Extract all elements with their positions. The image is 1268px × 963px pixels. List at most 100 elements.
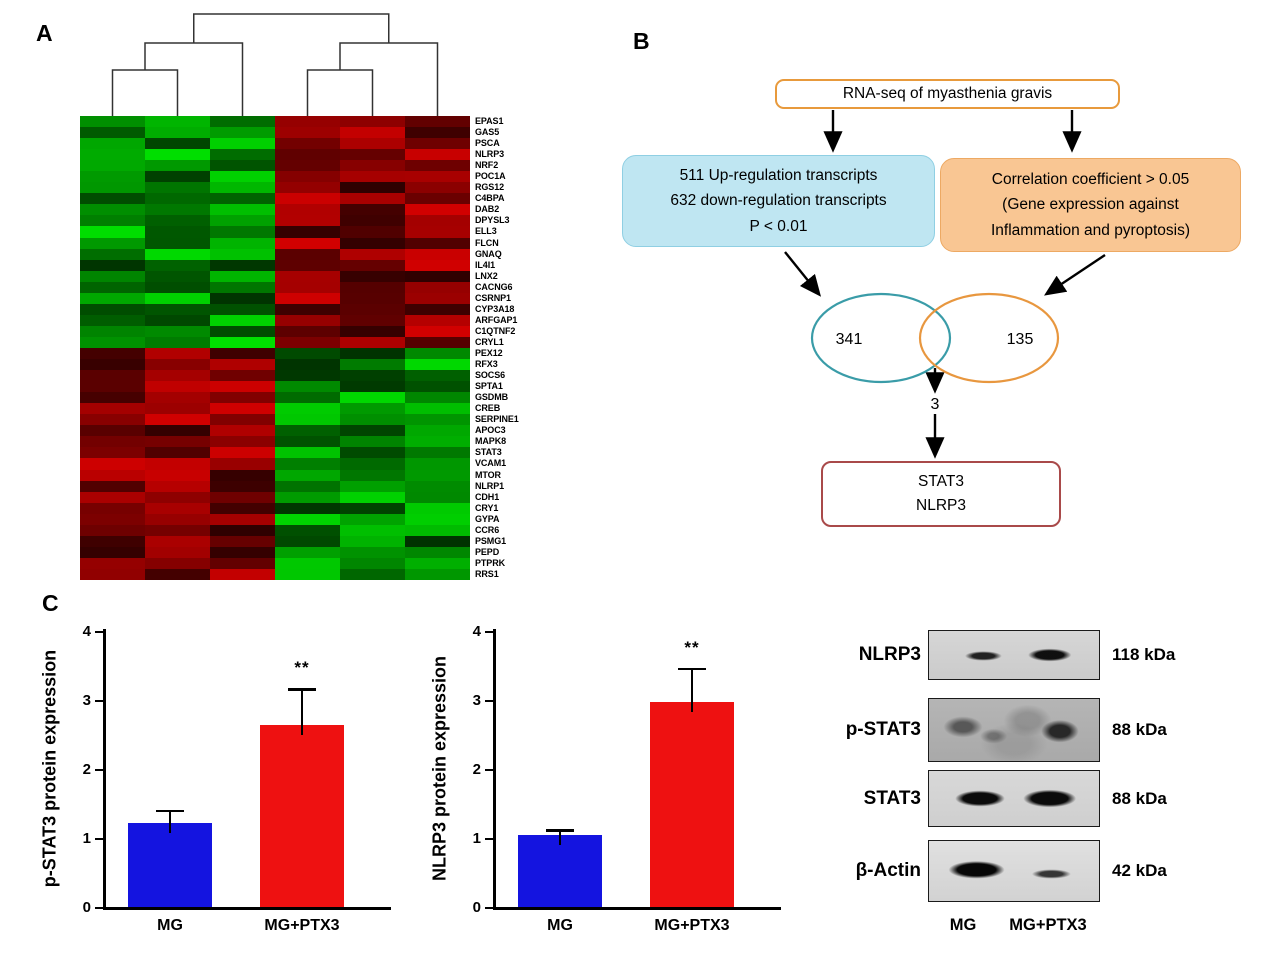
heatmap-cell <box>405 535 470 547</box>
heatmap-cell <box>80 138 145 150</box>
y-tick-mark <box>485 700 493 703</box>
y-axis-title: p-STAT3 protein expression <box>39 649 60 888</box>
heatmap-cell <box>340 325 405 337</box>
heatmap-cell <box>405 303 470 315</box>
x-category-label: MG <box>157 917 183 934</box>
y-tick-label: 2 <box>82 761 91 778</box>
heatmap-cell <box>210 204 275 216</box>
heatmap-cell <box>340 204 405 216</box>
heatmap-cell <box>405 182 470 194</box>
heatmap-cell <box>145 193 210 205</box>
heatmap-cell <box>275 149 340 161</box>
heatmap-cell <box>405 270 470 282</box>
blot-row-pstat3: p-STAT3 88 kDa <box>833 698 1167 762</box>
heatmap-cell <box>145 215 210 227</box>
gene-label: CSRNP1 <box>475 292 511 303</box>
heatmap-cell <box>275 359 340 371</box>
heatmap-cell <box>275 292 340 304</box>
heatmap-cell <box>80 171 145 183</box>
heatmap-cell <box>405 281 470 293</box>
heatmap-cell <box>275 469 340 481</box>
heatmap-cell <box>80 568 145 580</box>
blot-protein-label: β-Actin <box>855 860 921 881</box>
heatmap-cell <box>145 568 210 580</box>
y-tick-mark <box>95 631 103 634</box>
heatmap-cell <box>340 259 405 271</box>
flowchart-correlation-line: (Gene expression against <box>1002 196 1179 214</box>
heatmap-cell <box>340 436 405 448</box>
significance-label: ** <box>684 637 700 657</box>
heatmap-cell <box>405 502 470 514</box>
heatmap-cell <box>80 447 145 459</box>
heatmap-cell <box>80 491 145 503</box>
heatmap-cell <box>340 336 405 348</box>
y-tick-label: 2 <box>472 761 481 778</box>
heatmap-cell <box>145 359 210 371</box>
flowchart-top-box-text: RNA-seq of myasthenia gravis <box>842 85 1053 102</box>
heatmap-cell <box>405 524 470 536</box>
heatmap-cell <box>210 557 275 569</box>
heatmap-cell <box>340 248 405 260</box>
gene-label: GSDMB <box>475 392 508 403</box>
heatmap-cell <box>210 546 275 558</box>
heatmap-cell <box>340 370 405 382</box>
heatmap-grid <box>80 116 470 580</box>
heatmap-cell <box>210 513 275 525</box>
heatmap-cell <box>210 447 275 459</box>
heatmap-cell <box>145 171 210 183</box>
heatmap-cell <box>145 292 210 304</box>
heatmap-cell <box>145 546 210 558</box>
gene-label: CREB <box>475 403 501 414</box>
flowchart-transcripts-box: 511 Up-regulation transcripts 632 down-r… <box>622 155 935 247</box>
blot-kda-label: 42 kDa <box>1112 861 1167 880</box>
heatmap-cell <box>80 237 145 249</box>
heatmap-cell <box>340 314 405 326</box>
heatmap-cell <box>80 436 145 448</box>
gene-label: CYP3A18 <box>475 303 515 314</box>
gene-label: NRF2 <box>475 160 499 171</box>
arrow-right-to-venn <box>1044 254 1106 296</box>
y-tick-mark <box>485 838 493 841</box>
blot-row-bactin: β-Actin 42 kDa <box>833 840 1167 902</box>
heatmap-cell <box>80 160 145 172</box>
heatmap-cell <box>275 535 340 547</box>
gene-label: PEPD <box>475 546 500 557</box>
heatmap-gene-labels: EPAS1 GAS5 PSCA NLRP3 NRF2 POC1A RGS12 C4BPA DAB… <box>475 116 560 580</box>
blot-lane-label-mg: MG <box>949 916 977 934</box>
heatmap-cell <box>340 292 405 304</box>
heatmap-cell <box>405 138 470 150</box>
flowchart-correlation-line: Inflammation and pyroptosis) <box>990 221 1190 239</box>
gene-label: DPYSL3 <box>475 215 510 226</box>
heatmap-cell <box>145 557 210 569</box>
venn-overlap-count: 3 <box>931 396 940 413</box>
heatmap-cell <box>145 336 210 348</box>
heatmap-cell <box>145 314 210 326</box>
heatmap-cell <box>145 502 210 514</box>
heatmap-cell <box>210 381 275 393</box>
y-tick-label: 3 <box>472 692 481 709</box>
heatmap-cell <box>145 535 210 547</box>
heatmap-cell <box>80 292 145 304</box>
heatmap-cell <box>80 281 145 293</box>
y-axis-line <box>103 629 106 910</box>
heatmap-cell <box>210 403 275 415</box>
gene-label: GYPA <box>475 513 500 524</box>
heatmap-cell <box>340 502 405 514</box>
y-tick-mark <box>95 700 103 703</box>
heatmap-cell <box>275 215 340 227</box>
heatmap-cell <box>80 425 145 437</box>
heatmap-cell <box>340 469 405 481</box>
heatmap-cell <box>210 535 275 547</box>
heatmap-cell <box>210 259 275 271</box>
flowchart-result-line: STAT3 <box>918 472 964 490</box>
heatmap-cell <box>340 193 405 205</box>
heatmap-cell <box>145 480 210 492</box>
heatmap-cell <box>340 458 405 470</box>
gene-label: LNX2 <box>475 270 498 281</box>
heatmap-cell <box>80 204 145 216</box>
heatmap-cell <box>405 392 470 404</box>
y-tick-mark <box>485 907 493 910</box>
venn-right-count: 135 <box>1007 331 1034 348</box>
gene-label: SOCS6 <box>475 370 506 381</box>
